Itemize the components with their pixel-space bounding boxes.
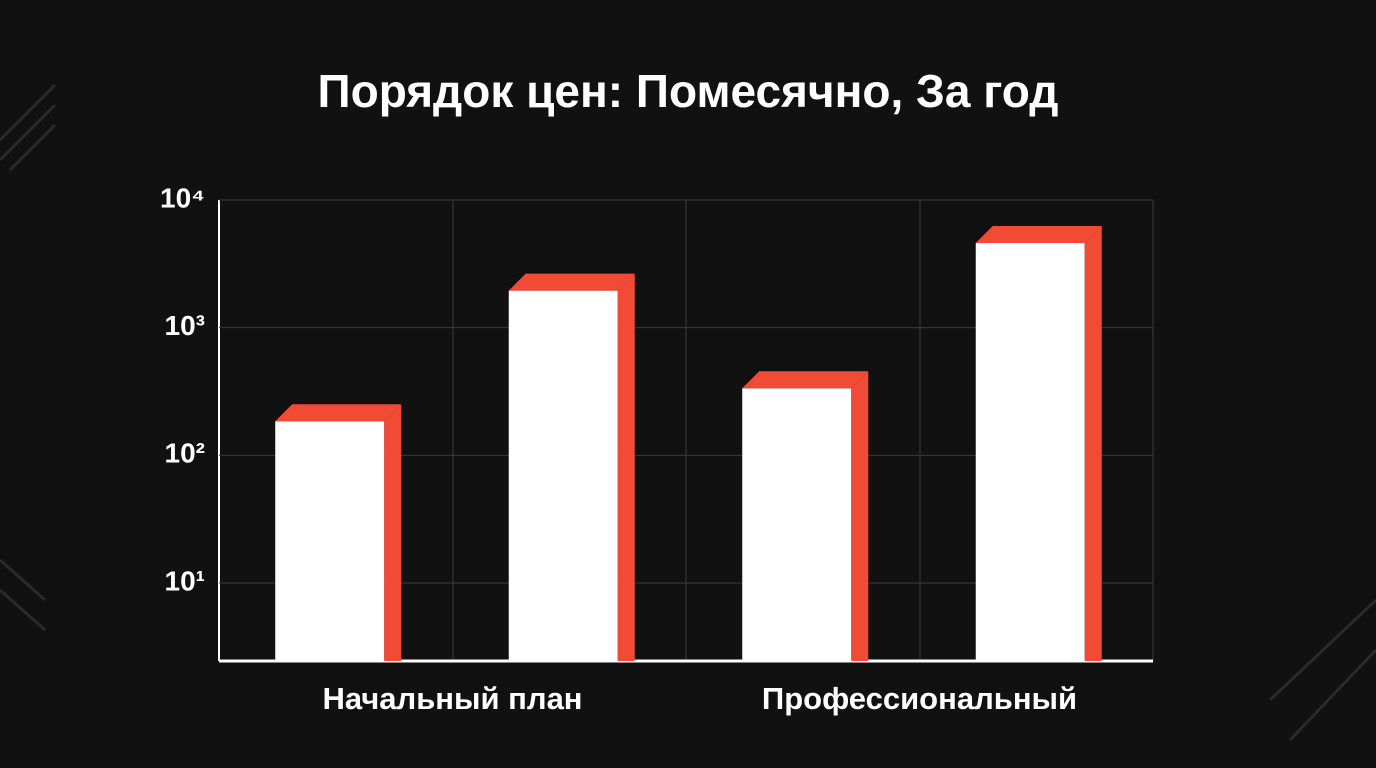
bar-side: [384, 404, 402, 661]
bar-side: [1084, 226, 1102, 661]
x-tick-label: Профессиональный: [762, 681, 1077, 716]
bar-front: [275, 421, 385, 661]
bar-top: [275, 404, 402, 422]
y-tick-label: 10³: [165, 310, 205, 341]
chart-title: Порядок цен: Помесячно, За год: [318, 65, 1059, 117]
bar-front: [742, 388, 852, 661]
bar-top: [975, 226, 1102, 244]
bar-front: [508, 290, 618, 661]
bar-top: [742, 371, 869, 389]
x-tick-label: Начальный план: [322, 681, 582, 716]
y-tick-label: 10²: [165, 438, 205, 469]
bar-side: [617, 273, 635, 661]
decoration: [0, 83, 1376, 742]
bar-front: [975, 243, 1085, 661]
bar-top: [508, 273, 635, 291]
bar-side: [851, 371, 869, 661]
y-tick-label: 10¹: [165, 565, 205, 596]
y-tick-label: 10⁴: [160, 182, 205, 213]
